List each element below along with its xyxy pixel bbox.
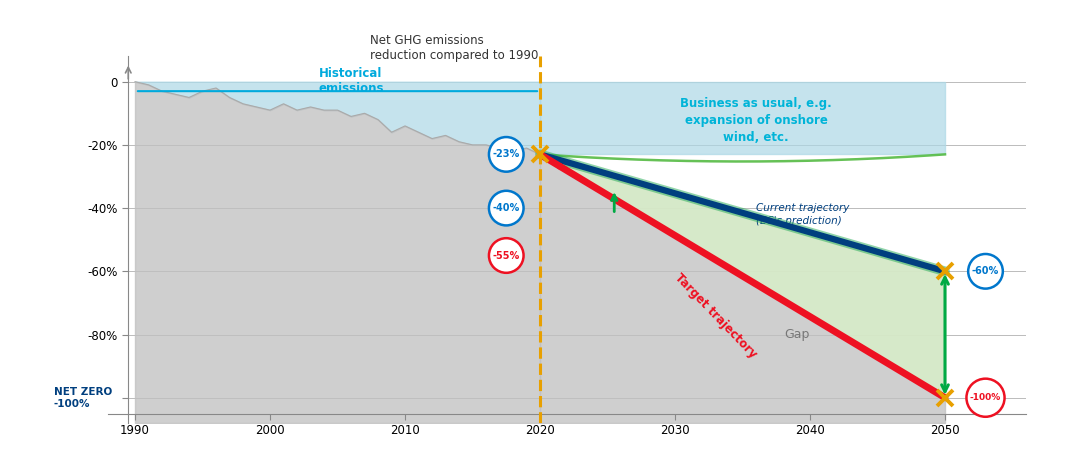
Text: Business as usual, e.g.
expansion of onshore
wind, etc.: Business as usual, e.g. expansion of ons… [680, 97, 832, 144]
Text: -23%: -23% [492, 149, 519, 159]
Text: Historical
emissions: Historical emissions [319, 68, 383, 95]
Text: Gap: Gap [784, 328, 809, 341]
Text: Current trajectory
(EC's prediction): Current trajectory (EC's prediction) [756, 203, 849, 226]
Text: Target trajectory: Target trajectory [672, 271, 759, 360]
Text: -60%: -60% [972, 266, 999, 276]
Text: -55%: -55% [492, 251, 519, 260]
Text: NET ZERO
-100%: NET ZERO -100% [54, 387, 112, 408]
Text: -100%: -100% [970, 393, 1001, 402]
Text: Net GHG emissions
reduction compared to 1990: Net GHG emissions reduction compared to … [369, 34, 538, 63]
Text: -40%: -40% [492, 203, 519, 213]
